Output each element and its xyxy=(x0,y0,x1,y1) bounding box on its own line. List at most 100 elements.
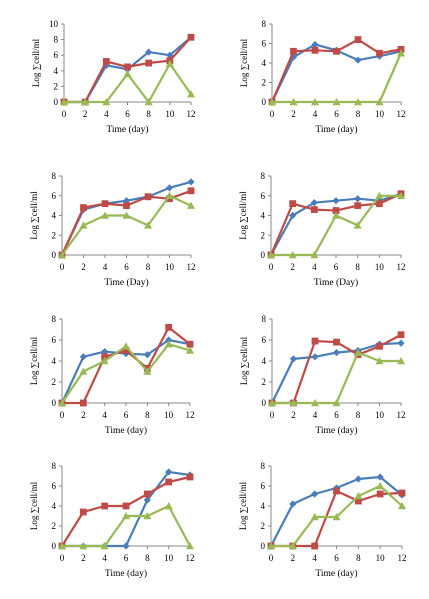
series-1-point xyxy=(332,197,340,205)
series-2-point xyxy=(397,331,405,339)
series-3-point xyxy=(375,191,384,199)
series-1-point xyxy=(289,355,298,363)
x-tick-label: 10 xyxy=(164,410,174,420)
y-axis-title: Log ∑cell/ml xyxy=(29,191,39,240)
series-3-point xyxy=(375,98,384,106)
x-tick-label: 0 xyxy=(269,262,274,272)
y-tick-label: 8 xyxy=(262,19,267,29)
series-3-point xyxy=(375,357,384,365)
series-3 xyxy=(268,348,405,407)
x-tick-label: 6 xyxy=(334,109,339,119)
x-tick-label: 4 xyxy=(312,553,317,563)
series-1-point xyxy=(143,496,151,504)
series-3-point xyxy=(186,542,194,550)
x-axis-title: Time (day) xyxy=(106,124,148,135)
y-tick-label: 0 xyxy=(261,250,266,260)
series-3-point xyxy=(143,367,152,375)
y-tick-label: 2 xyxy=(262,78,267,88)
series-3-point xyxy=(144,98,153,106)
x-tick-label: 0 xyxy=(270,109,275,119)
series-3-point xyxy=(58,542,66,550)
panel-4: 0 2 4 6 8 0 2 4 6 8 10 12 Time (Day) Log ∑cell/ml xyxy=(238,171,406,288)
series-1-point xyxy=(289,211,297,220)
y-tick-label: 8 xyxy=(261,461,266,471)
y-tick-label: 0 xyxy=(52,398,57,408)
series-3-point xyxy=(187,90,195,98)
series-2 xyxy=(268,36,405,106)
panel-1: 0 2 4 6 8 10 0 2 4 6 8 10 12 Time (day) Log ∑cell/ml xyxy=(31,19,196,135)
x-tick-label: 10 xyxy=(376,553,386,563)
x-tick-label: 10 xyxy=(164,553,174,563)
series-1-point xyxy=(311,40,319,49)
y-tick-label: 4 xyxy=(52,501,57,511)
y-tick-label: 8 xyxy=(52,171,57,181)
series-2-point xyxy=(186,473,194,481)
series-2-point xyxy=(122,347,130,354)
y-tick-label: 2 xyxy=(52,377,57,387)
series-3-point xyxy=(122,342,130,350)
series-3-point xyxy=(376,482,385,490)
series-2-point xyxy=(310,206,318,213)
series-3-point xyxy=(397,49,405,57)
series-2-point xyxy=(124,63,131,71)
y-tick-label: 6 xyxy=(52,335,57,345)
series-3-point xyxy=(187,201,195,209)
series-2-point xyxy=(79,508,87,516)
series-1-point xyxy=(145,48,153,56)
series-3-point xyxy=(332,399,341,407)
series-3-point xyxy=(143,512,152,520)
series-3-point xyxy=(311,98,319,106)
y-tick-label: 0 xyxy=(52,250,57,260)
series-3-point xyxy=(310,513,319,521)
series-2-point xyxy=(186,340,194,348)
y-tick-label: 6 xyxy=(261,481,266,491)
series-2-point xyxy=(79,399,87,407)
series-2-point xyxy=(145,59,153,67)
panel-3: 0 2 4 6 8 0 2 4 6 8 10 12 Time (Day) Log ∑cell/ml xyxy=(29,171,196,288)
y-tick-label: 8 xyxy=(52,314,57,324)
x-tick-label: 2 xyxy=(291,109,296,119)
series-2-point xyxy=(354,36,362,43)
y-tick-label: 6 xyxy=(52,191,57,201)
series-2-point xyxy=(187,33,195,41)
series-1 xyxy=(268,339,405,407)
y-tick-label: 4 xyxy=(54,66,59,76)
series-2-point xyxy=(311,337,319,345)
series-3-point xyxy=(289,399,298,407)
x-axis-title: Time (day) xyxy=(105,425,147,436)
series-1-point xyxy=(397,339,405,347)
series-3-point xyxy=(79,542,88,550)
series-2-point xyxy=(376,342,383,350)
y-tick-label: 2 xyxy=(52,230,57,240)
x-tick-label: 2 xyxy=(81,410,86,420)
y-tick-label: 0 xyxy=(54,97,59,107)
y-tick-label: 0 xyxy=(52,541,57,551)
series-2-point xyxy=(102,58,110,65)
x-tick-label: 12 xyxy=(397,410,406,420)
series-3-point xyxy=(164,502,173,510)
x-tick-label: 8 xyxy=(145,410,150,420)
series-2-point xyxy=(333,47,340,55)
series-2-point xyxy=(375,200,383,208)
series-1-point xyxy=(354,195,362,203)
series-2-point xyxy=(311,542,319,550)
x-tick-label: 8 xyxy=(146,262,151,272)
y-axis-title: Log ∑cell/ml xyxy=(238,191,248,240)
series-1-point xyxy=(332,349,341,357)
series-1-point xyxy=(311,353,319,361)
series-2-point xyxy=(187,187,195,195)
series-3-point xyxy=(354,98,362,106)
series-3-point xyxy=(332,211,340,219)
y-tick-label: 0 xyxy=(261,541,266,551)
series-2 xyxy=(58,473,194,550)
series-3-point xyxy=(267,542,275,550)
x-tick-label: 12 xyxy=(398,553,407,563)
series-1-point xyxy=(376,473,384,481)
series-3-point xyxy=(122,512,130,520)
series-3-point xyxy=(100,357,109,365)
series-3-point xyxy=(164,340,173,348)
series-2-point xyxy=(332,207,340,214)
x-axis-title: Time (Day) xyxy=(104,277,148,288)
series-3-point xyxy=(101,211,109,219)
